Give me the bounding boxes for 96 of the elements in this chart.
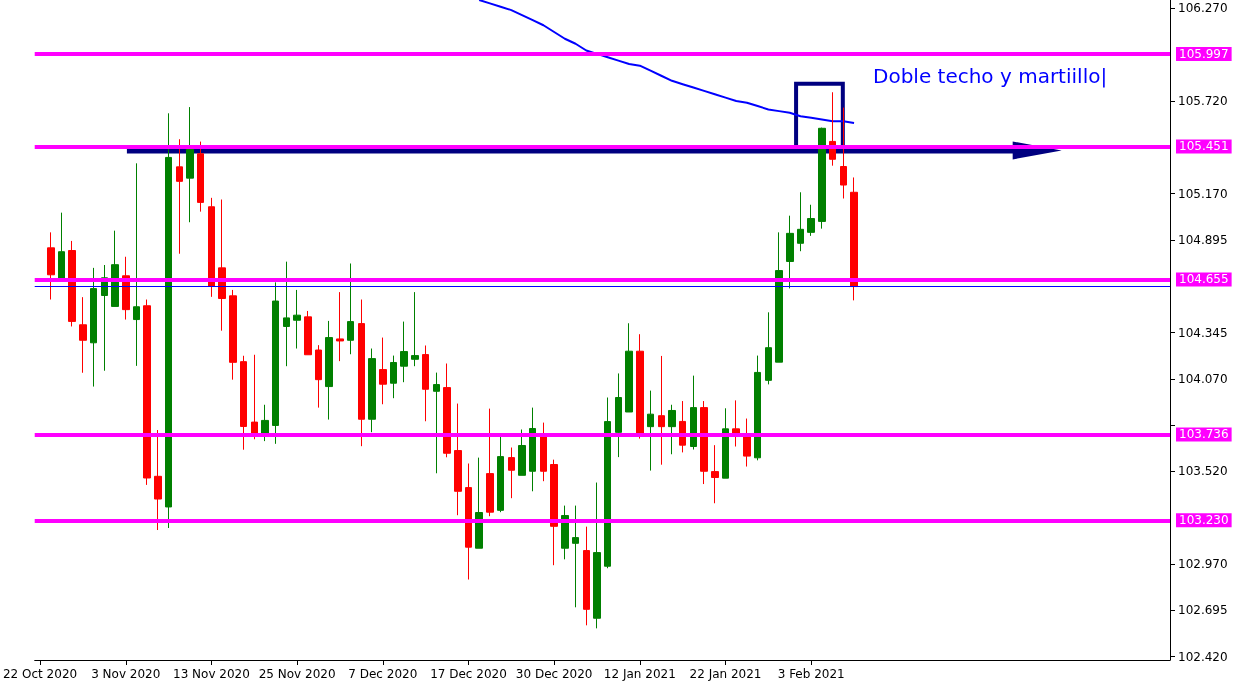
candlestick: [176, 138, 183, 255]
candlestick: [850, 176, 858, 301]
candlestick: [807, 204, 815, 237]
candlestick: [475, 457, 483, 549]
y-tick-label: 104.345: [1178, 325, 1228, 340]
candlestick: [240, 355, 247, 451]
candlestick: [732, 399, 740, 448]
candlestick: [400, 321, 408, 383]
candlestick: [197, 141, 204, 213]
candlestick: [722, 407, 729, 479]
candlestick: [743, 418, 751, 468]
candlestick: [186, 106, 194, 223]
x-tick-label: 17 Dec 2020: [430, 667, 507, 681]
candlestick: [765, 311, 772, 385]
candlestick: [293, 289, 301, 350]
ref-line-label: 105.997: [1179, 46, 1229, 61]
y-tick-label: 104.895: [1178, 232, 1228, 247]
candlestick: [529, 407, 536, 492]
candlestick: [422, 344, 429, 422]
x-tick-label: 25 Nov 2020: [258, 667, 336, 681]
ref-line-label: 103.230: [1179, 513, 1229, 528]
candlestick: [347, 262, 354, 355]
candlestick: [593, 482, 601, 629]
ref-line-label: 105.451: [1179, 139, 1229, 154]
candlestick: [615, 372, 622, 458]
candlestick: [508, 447, 515, 499]
candlestick: [133, 162, 140, 367]
candlestick: [251, 354, 258, 440]
candlestick: [711, 444, 719, 504]
y-tick-label: 106.270: [1178, 1, 1228, 16]
candlestick: [604, 397, 611, 569]
candlestick: [443, 363, 451, 458]
candlestick: [636, 333, 644, 440]
candlestick: [550, 459, 558, 566]
x-tick-label: 3 Feb 2021: [777, 667, 845, 681]
candlestick: [454, 403, 462, 516]
candlestick: [700, 400, 708, 485]
x-tick-label: 22 Jan 2021: [689, 667, 762, 681]
candlestick: [90, 267, 97, 388]
candlestick: [465, 463, 472, 581]
candlestick: [658, 355, 665, 466]
y-tick-label: 105.170: [1178, 186, 1228, 201]
candlestick: [390, 355, 397, 399]
candlestick: [47, 231, 55, 301]
candlestick: [154, 429, 162, 531]
candlestick: [840, 107, 847, 200]
candlestick: [272, 281, 279, 445]
y-tick-label: 105.720: [1178, 94, 1228, 109]
ref-line-label: 104.655: [1179, 272, 1229, 287]
candlestick: [540, 422, 547, 482]
candlestick: [486, 408, 494, 517]
candlestick: [433, 372, 440, 474]
candlestick: [143, 299, 151, 486]
y-tick-label: 103.520: [1178, 464, 1228, 479]
candlestick: [336, 291, 344, 362]
line-series: [478, 0, 856, 124]
candlestick: [775, 231, 783, 363]
candlestick: [368, 348, 376, 433]
candlestick: [647, 390, 654, 472]
y-tick-label: 102.695: [1178, 603, 1228, 618]
candlestick: [754, 355, 761, 461]
candlestick: [572, 505, 579, 608]
candlestick: [229, 289, 237, 381]
candlestick: [325, 320, 333, 421]
candlestick: [518, 429, 526, 476]
y-tick-label: 102.420: [1178, 649, 1228, 664]
candlestick: [68, 240, 76, 327]
candlestick: [797, 191, 804, 252]
candlestick: [818, 127, 826, 230]
candlestick: [786, 215, 794, 289]
candlestick: [208, 197, 215, 298]
candlestick: [358, 299, 365, 447]
y-tick-label: 104.070: [1178, 371, 1228, 386]
candlestick: [583, 526, 590, 626]
candlestick: [315, 344, 322, 409]
y-tick-label: 102.970: [1178, 557, 1228, 572]
candlestick: [625, 322, 633, 413]
x-tick-label: 22 Oct 2020: [2, 667, 78, 681]
candlestick: [379, 337, 387, 405]
ref-line-label: 103.736: [1179, 427, 1229, 442]
x-tick-label: 30 Dec 2020: [515, 667, 593, 681]
candlestick: [283, 261, 290, 367]
candlestick: [165, 112, 172, 529]
annotation: Doble techo y martiillo|: [873, 64, 1108, 88]
x-tick-label: 12 Jan 2021: [603, 667, 676, 681]
candlestick: [261, 404, 269, 442]
candlestick: [411, 291, 419, 367]
candlestick: [497, 436, 504, 513]
x-tick-label: 13 Nov 2020: [173, 667, 250, 681]
x-tick-label: 7 Dec 2020: [348, 667, 418, 681]
candlestick: [304, 310, 312, 356]
candlestick: [58, 212, 65, 279]
x-tick-label: 3 Nov 2020: [91, 667, 161, 681]
candlestick: [690, 375, 697, 451]
candlestick: [79, 296, 87, 374]
candlestick: [668, 404, 676, 455]
